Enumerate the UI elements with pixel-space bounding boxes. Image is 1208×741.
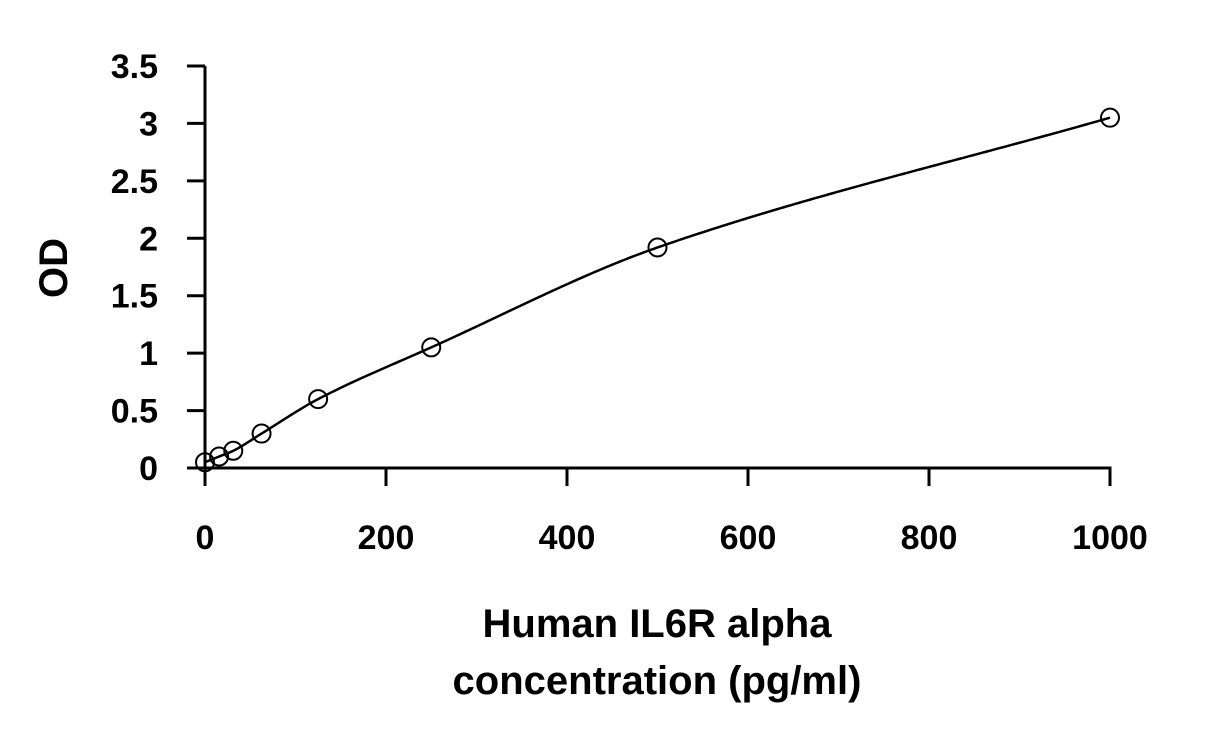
y-tick-label: 3.5	[111, 48, 158, 86]
y-tick-label: 0	[139, 450, 158, 488]
x-tick-label: 200	[358, 519, 415, 557]
tick-labels: 0 0.5 1 1.5 2 2.5 3 3.5 0 200 400 600 800 1000	[111, 48, 1148, 557]
axes	[203, 66, 1112, 470]
data-point	[195, 452, 215, 473]
y-tick-label: 2	[139, 220, 158, 258]
x-tick-label: 1000	[1072, 519, 1148, 557]
axis-titles: Human IL6R alpha concentration (pg/ml) O…	[32, 238, 861, 703]
x-tick-label: 800	[901, 519, 958, 557]
data-points	[195, 107, 1120, 473]
y-tick-label: 1	[139, 335, 158, 373]
fit-curve-line	[204, 116, 1111, 464]
x-tick-label: 0	[196, 519, 215, 557]
y-tick-label: 2.5	[111, 163, 158, 201]
x-axis-title-line-1: Human IL6R alpha	[483, 602, 833, 646]
fit-curve-layer	[204, 116, 1111, 464]
data-point	[421, 337, 442, 358]
data-point	[209, 446, 230, 467]
data-point	[1100, 107, 1120, 128]
x-axis-title-line-2: concentration (pg/ml)	[453, 659, 862, 703]
y-tick-label: 1.5	[111, 278, 158, 316]
y-tick-label: 3	[139, 105, 158, 143]
tick-marks	[187, 64, 1112, 486]
y-axis-title: OD	[32, 238, 76, 298]
data-point	[308, 389, 329, 410]
y-tick-label: 0.5	[111, 393, 158, 431]
data-point	[251, 423, 272, 444]
x-tick-label: 600	[720, 519, 777, 557]
data-point	[647, 237, 668, 258]
x-tick-label: 400	[539, 519, 596, 557]
data-point	[223, 440, 244, 461]
